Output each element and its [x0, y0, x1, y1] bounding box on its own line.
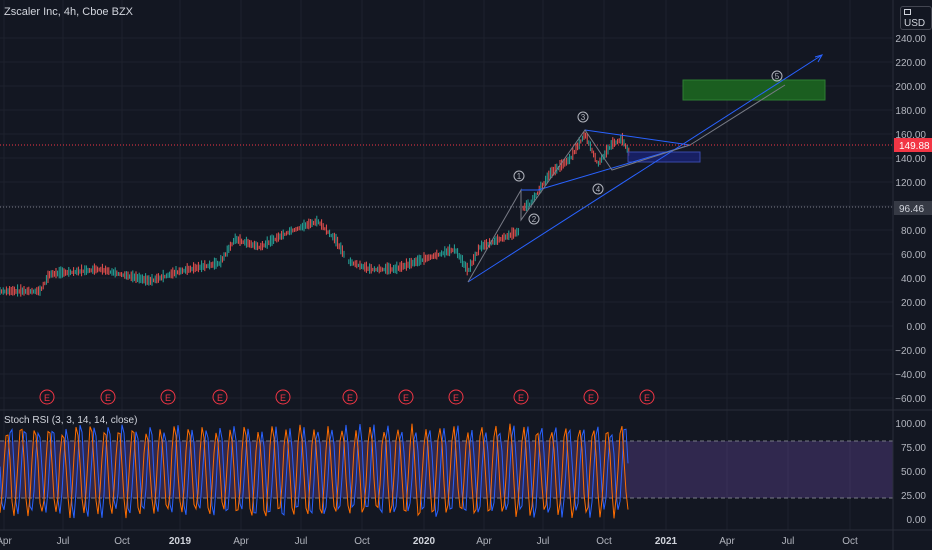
earnings-label: E — [44, 393, 50, 403]
marker-price-text: 96.46 — [899, 204, 924, 215]
trend-line[interactable] — [467, 54, 823, 283]
price-tick: −20.00 — [895, 346, 926, 357]
earnings-label: E — [280, 393, 286, 403]
price-axis[interactable]: 240.00 220.00 200.00 180.00 160.00 140.00 120.… — [895, 34, 926, 405]
price-tick: 60.00 — [901, 250, 926, 261]
rsi-legend[interactable]: Stoch RSI (3, 3, 14, 14, close) — [4, 415, 138, 426]
rsi-tick: 100.00 — [895, 419, 926, 430]
wave-label-icon — [771, 70, 783, 82]
time-tick: Jul — [57, 536, 70, 547]
target-zone-box[interactable] — [682, 79, 826, 101]
wave-label: 1 — [517, 172, 522, 181]
time-tick: 2020 — [413, 536, 436, 547]
price-tick: 200.00 — [895, 82, 926, 93]
currency-label: USD — [904, 18, 926, 29]
earnings-icon[interactable] — [639, 389, 655, 405]
wave-label: 5 — [775, 72, 780, 81]
earnings-icon[interactable] — [398, 389, 414, 405]
wave-label-icon — [513, 170, 525, 182]
price-candles — [0, 131, 630, 297]
rsi-tick: 75.00 — [901, 443, 926, 454]
time-tick: 2019 — [169, 536, 192, 547]
stoch-rsi-pane — [0, 423, 893, 519]
earnings-icon[interactable] — [212, 389, 228, 405]
wave-labels: 1 2 3 4 5 — [513, 70, 783, 225]
earnings-icon[interactable] — [100, 389, 116, 405]
earnings-icon[interactable] — [39, 389, 55, 405]
earnings-label: E — [347, 393, 353, 403]
rsi-line — [0, 423, 629, 519]
rsi-tick: 50.00 — [901, 467, 926, 478]
earnings-icon[interactable] — [160, 389, 176, 405]
currency-button[interactable]: USD — [900, 6, 932, 30]
earnings-label: E — [518, 393, 524, 403]
earnings-label: E — [165, 393, 171, 403]
price-lines — [0, 144, 893, 208]
drawings[interactable] — [467, 54, 826, 283]
triangle-upper[interactable] — [584, 129, 691, 146]
price-tick: 160.00 — [895, 130, 926, 141]
time-tick: Apr — [476, 536, 492, 547]
time-tick: Jul — [295, 536, 308, 547]
time-tick: Apr — [719, 536, 735, 547]
wave-label: 3 — [581, 113, 586, 122]
earnings-label: E — [644, 393, 650, 403]
time-tick: Oct — [596, 536, 612, 547]
price-tick: 120.00 — [895, 178, 926, 189]
price-tick: 240.00 — [895, 34, 926, 45]
earnings-icon[interactable] — [583, 389, 599, 405]
time-tick: Oct — [842, 536, 858, 547]
time-tick: Apr — [0, 536, 12, 547]
wave-label: 4 — [596, 185, 601, 194]
elliott-wave-path[interactable] — [467, 129, 691, 283]
rsi-line — [0, 423, 629, 519]
earnings-icon[interactable] — [513, 389, 529, 405]
price-tick: −60.00 — [895, 394, 926, 405]
price-tick: 40.00 — [901, 274, 926, 285]
price-tick: 0.00 — [907, 322, 927, 333]
last-price-text: 149.88 — [899, 141, 930, 152]
wave-label-icon — [592, 183, 604, 195]
price-tick: 220.00 — [895, 58, 926, 69]
price-tick: 180.00 — [895, 106, 926, 117]
wave-label-icon — [528, 213, 540, 225]
earnings-icon[interactable] — [275, 389, 291, 405]
last-price-badge — [894, 138, 932, 152]
time-tick: Apr — [233, 536, 249, 547]
earnings-label: E — [453, 393, 459, 403]
price-tick: −40.00 — [895, 370, 926, 381]
trend-arrow-icon — [814, 54, 824, 63]
time-tick: Jul — [782, 536, 795, 547]
price-tick: 20.00 — [901, 298, 926, 309]
marker-price-badge — [894, 201, 932, 215]
wave-projection[interactable] — [689, 84, 786, 146]
earnings-label: E — [403, 393, 409, 403]
earnings-icon[interactable] — [342, 389, 358, 405]
time-tick: Oct — [354, 536, 370, 547]
wave-label-icon — [577, 111, 589, 123]
support-zone-box[interactable] — [627, 151, 701, 163]
earnings-label: E — [105, 393, 111, 403]
rsi-tick: 25.00 — [901, 491, 926, 502]
price-tick: 140.00 — [895, 154, 926, 165]
price-tick: 80.00 — [901, 226, 926, 237]
triangle-lower[interactable] — [537, 144, 691, 191]
earnings-label: E — [217, 393, 223, 403]
earnings-icon[interactable] — [448, 389, 464, 405]
wave-label: 2 — [532, 215, 537, 224]
time-tick: 2021 — [655, 536, 678, 547]
earnings-label: E — [588, 393, 594, 403]
rsi-tick: 0.00 — [907, 515, 927, 526]
lock-icon — [904, 9, 911, 16]
time-tick: Oct — [114, 536, 130, 547]
symbol-legend[interactable]: Zscaler Inc, 4h, Cboe BZX — [4, 6, 133, 18]
rsi-axis[interactable]: 100.00 75.00 50.00 25.00 0.00 — [895, 419, 926, 526]
time-tick: Jul — [537, 536, 550, 547]
time-axis[interactable]: Apr Jul Oct 2019 Apr Jul Oct 2020 Apr Jul Oct 2021 A… — [0, 536, 858, 547]
